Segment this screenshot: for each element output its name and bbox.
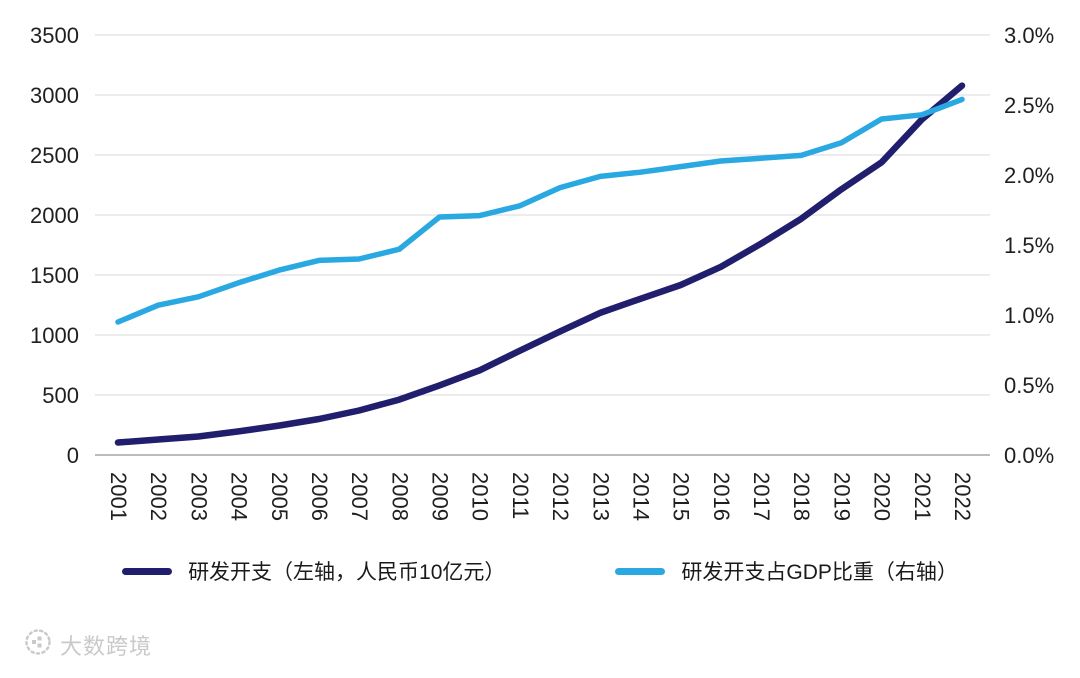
x-axis-tick: 2001 — [106, 472, 131, 521]
watermark-logo-icon — [24, 628, 52, 661]
chart-legend: 研发开支（左轴，人民币10亿元） 研发开支占GDP比重（右轴） — [0, 556, 1080, 586]
legend-item-rd-spend: 研发开支（左轴，人民币10亿元） — [122, 556, 505, 586]
x-axis-tick: 2022 — [950, 472, 975, 521]
x-axis-tick: 2011 — [508, 472, 533, 519]
watermark: 大数跨境 — [24, 628, 152, 661]
y-axis-right-tick: 0.0% — [1004, 443, 1054, 468]
legend-swatch-rd-spend — [122, 567, 173, 575]
y-axis-left-tick: 1000 — [30, 323, 79, 348]
y-axis-left-tick: 500 — [42, 383, 79, 408]
x-axis-tick: 2007 — [347, 472, 372, 521]
x-axis-tick: 2019 — [829, 472, 854, 521]
x-axis-tick: 2018 — [789, 472, 814, 521]
y-axis-right-tick: 0.5% — [1004, 373, 1054, 398]
legend-label-rd-gdp-ratio: 研发开支占GDP比重（右轴） — [681, 561, 958, 584]
x-axis-tick: 2021 — [910, 472, 935, 521]
series-line — [115, 96, 965, 325]
x-axis-tick: 2005 — [267, 472, 292, 521]
x-axis-tick: 2010 — [468, 472, 493, 521]
y-axis-left-tick: 2500 — [30, 143, 79, 168]
legend-swatch-rd-gdp-ratio — [615, 567, 666, 575]
x-axis-tick: 2015 — [669, 472, 694, 521]
x-axis-tick: 2020 — [870, 472, 895, 521]
chart-area: 0 500 1000 1500 2000 2500 3000 3500 0.0% 0.5% 1.0%… — [30, 23, 1054, 521]
x-axis-tick: 2009 — [428, 472, 453, 521]
y-axis-left-tick: 1500 — [30, 263, 79, 288]
line-chart: 0 500 1000 1500 2000 2500 3000 3500 0.0% 0.5% 1.0%… — [30, 23, 1054, 521]
x-axis-tick: 2008 — [387, 472, 412, 521]
x-axis-tick: 2012 — [548, 472, 573, 521]
x-axis-tick: 2003 — [186, 472, 211, 521]
x-axis-tick: 2013 — [588, 472, 613, 521]
legend-item-rd-gdp-ratio: 研发开支占GDP比重（右轴） — [615, 556, 958, 586]
x-axis-tick: 2006 — [307, 472, 332, 521]
y-axis-left-tick: 3000 — [30, 83, 79, 108]
x-axis-tick: 2014 — [628, 472, 653, 521]
x-axis-tick: 2004 — [227, 472, 252, 521]
y-axis-right-tick: 1.5% — [1004, 233, 1054, 258]
y-axis-left-tick: 2000 — [30, 203, 79, 228]
y-axis-right-tick: 3.0% — [1004, 23, 1054, 48]
y-axis-right-tick: 1.0% — [1004, 303, 1054, 328]
x-axis-tick: 2002 — [146, 472, 171, 521]
series-line — [114, 82, 966, 446]
y-axis-right-tick: 2.0% — [1004, 163, 1054, 188]
y-axis-left-tick: 0 — [67, 443, 79, 468]
legend-label-rd-spend: 研发开支（左轴，人民币10亿元） — [188, 561, 506, 584]
y-axis-left-tick: 3500 — [30, 23, 79, 48]
watermark-text: 大数跨境 — [60, 633, 153, 659]
x-axis-tick: 2016 — [709, 472, 734, 521]
y-axis-right-tick: 2.5% — [1004, 93, 1054, 118]
x-axis-tick: 2017 — [749, 472, 774, 521]
